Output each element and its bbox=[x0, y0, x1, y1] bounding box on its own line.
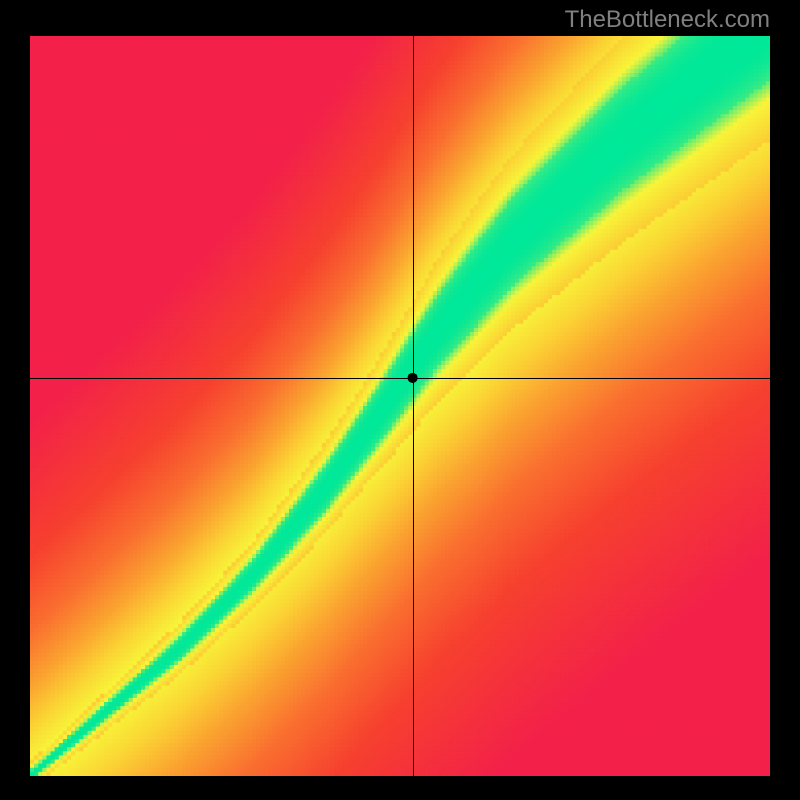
watermark-text: TheBottleneck.com bbox=[565, 6, 770, 34]
chart-frame: TheBottleneck.com bbox=[0, 0, 800, 800]
heatmap-canvas bbox=[30, 36, 770, 776]
heatmap-plot bbox=[30, 36, 770, 776]
